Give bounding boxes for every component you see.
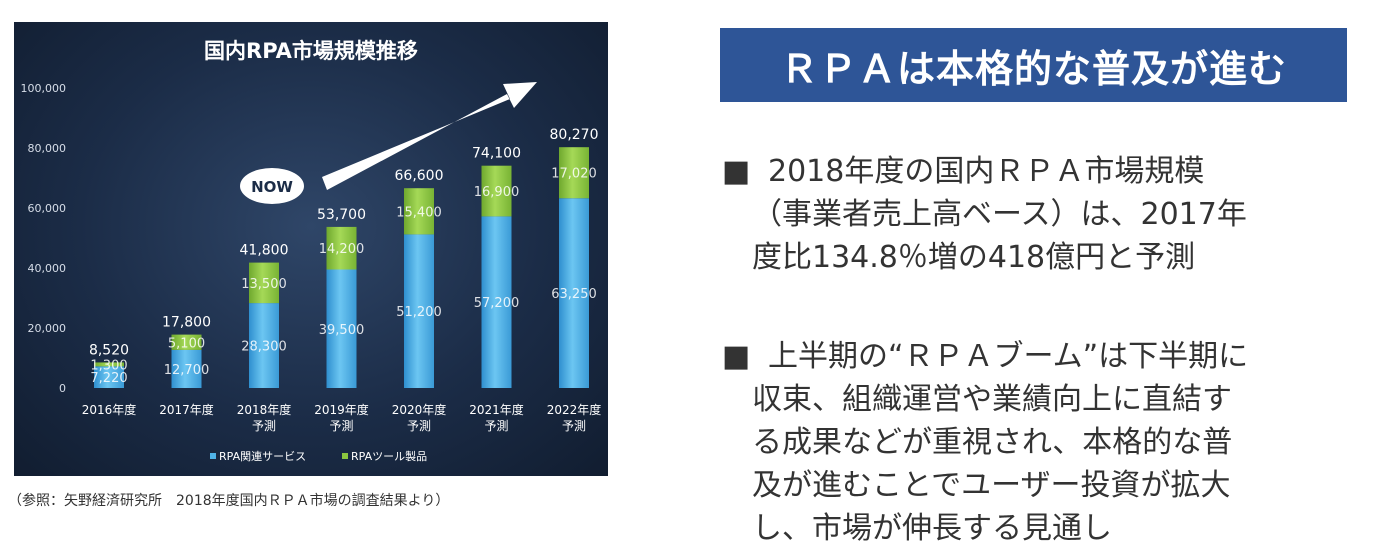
- segment-value-label: 16,900: [474, 185, 520, 200]
- bar-service-segment: [559, 198, 589, 388]
- square-bullet-icon: ■: [722, 339, 751, 374]
- now-bubble: [240, 168, 304, 204]
- segment-value-label: 14,200: [319, 242, 365, 257]
- y-tick-label: 60,000: [28, 202, 67, 215]
- x-tick-label: 予測: [562, 419, 586, 433]
- bullet-line: る成果などが重視され、本格的な普: [752, 425, 1233, 460]
- bullet-line: し、市場が伸長する見通し: [752, 511, 1112, 546]
- bar-service-segment: [326, 269, 357, 388]
- bullet-line: 及が進むことでユーザー投資が拡大: [752, 468, 1231, 503]
- bar-service-segment: [94, 366, 124, 388]
- x-tick-label: 予測: [329, 419, 353, 433]
- segment-value-label: 28,300: [241, 340, 287, 355]
- segment-value-label: 13,500: [241, 277, 287, 292]
- bar-tool-segment: [326, 226, 357, 270]
- x-tick-label: 2022年度: [547, 402, 602, 417]
- now-label: NOW: [251, 178, 293, 196]
- bullet-point: ■ 上半期の“ＲＰＡブーム”は下半期に 収束、組織運営や業績向上に直結す る成果…: [722, 335, 1248, 550]
- x-tick-label: 2018年度: [237, 402, 292, 417]
- source-caption: （参照：矢野経済研究所 2018年度国内ＲＰＡ市場の調査結果より）: [8, 493, 450, 509]
- bullet-line: 上半期の“ＲＰＡブーム”は下半期に: [768, 339, 1249, 374]
- segment-value-label: 57,200: [474, 296, 520, 311]
- bullet-line: 度比134.8％増の418億円と予測: [752, 240, 1196, 275]
- legend-label: RPA関連サービス: [219, 449, 306, 463]
- bar-service-segment: [481, 216, 512, 388]
- x-tick-label: 予測: [484, 419, 508, 433]
- x-tick-label: 予測: [407, 419, 431, 433]
- trend-arrow-icon: [322, 82, 537, 190]
- y-tick-label: 80,000: [28, 142, 67, 155]
- y-tick-label: 0: [59, 382, 66, 395]
- segment-value-label: 1,300: [90, 358, 127, 373]
- segment-value-label: 15,400: [396, 205, 442, 220]
- bar-tool-segment: [171, 334, 202, 350]
- legend-label: RPAツール製品: [351, 449, 427, 463]
- x-tick-label: 予測: [252, 419, 276, 433]
- segment-value-label: 51,200: [396, 305, 442, 320]
- segment-value-label: 5,100: [168, 336, 205, 351]
- bar-service-segment: [171, 349, 202, 388]
- bullet-line: （事業者売上高ベース）は、2017年: [752, 197, 1247, 232]
- bar-tool-segment: [559, 147, 589, 199]
- bullet-line: 2018年度の国内ＲＰＡ市場規模: [768, 154, 1205, 189]
- total-value-label: 53,700: [317, 207, 366, 223]
- stacked-bar-chart: 国内RPA市場規模推移 0 20,000 40,000 60,000 80,000 100,…: [21, 39, 602, 463]
- segment-value-label: 17,020: [551, 167, 597, 182]
- total-value-label: 66,600: [395, 168, 444, 184]
- segment-value-label: 12,700: [164, 363, 210, 378]
- x-tick-label: 2019年度: [314, 402, 369, 417]
- bullet-line: 収束、組織運営や業績向上に直結す: [752, 382, 1232, 417]
- bar-tool-segment: [249, 262, 279, 304]
- chart-title: 国内RPA市場規模推移: [204, 39, 418, 63]
- total-value-label: 17,800: [162, 315, 211, 331]
- x-tick-label: 2017年度: [159, 402, 214, 417]
- chart-panel: 国内RPA市場規模推移 0 20,000 40,000 60,000 80,000 100,…: [14, 22, 608, 476]
- bullet-point: ■ 2018年度の国内ＲＰＡ市場規模 （事業者売上高ベース）は、2017年 度比…: [722, 150, 1247, 279]
- headline-banner: ＲＰＡは本格的な普及が進む: [720, 28, 1347, 102]
- x-tick-label: 2020年度: [392, 402, 447, 417]
- x-tick-label: 2016年度: [82, 402, 137, 417]
- legend-swatch: [342, 453, 348, 459]
- total-value-label: 8,520: [89, 342, 129, 358]
- total-value-label: 41,800: [240, 243, 289, 259]
- bar-service-segment: [249, 303, 279, 388]
- square-bullet-icon: ■: [722, 154, 751, 189]
- x-tick-label: 2021年度: [469, 402, 524, 417]
- y-tick-label: 100,000: [21, 82, 67, 95]
- bar-service-segment: [404, 234, 434, 388]
- legend-swatch: [210, 453, 216, 459]
- total-value-label: 74,100: [472, 146, 521, 162]
- segment-value-label: 63,250: [551, 287, 597, 302]
- segment-value-label: 7,220: [90, 371, 127, 386]
- y-tick-label: 20,000: [28, 322, 67, 335]
- segment-value-label: 39,500: [319, 323, 365, 338]
- bar-tool-segment: [94, 362, 124, 367]
- bar-tool-segment: [404, 188, 434, 235]
- headline-text: ＲＰＡは本格的な普及が進む: [779, 46, 1287, 91]
- bar-tool-segment: [481, 165, 512, 217]
- total-value-label: 80,270: [550, 127, 599, 143]
- y-tick-label: 40,000: [28, 262, 67, 275]
